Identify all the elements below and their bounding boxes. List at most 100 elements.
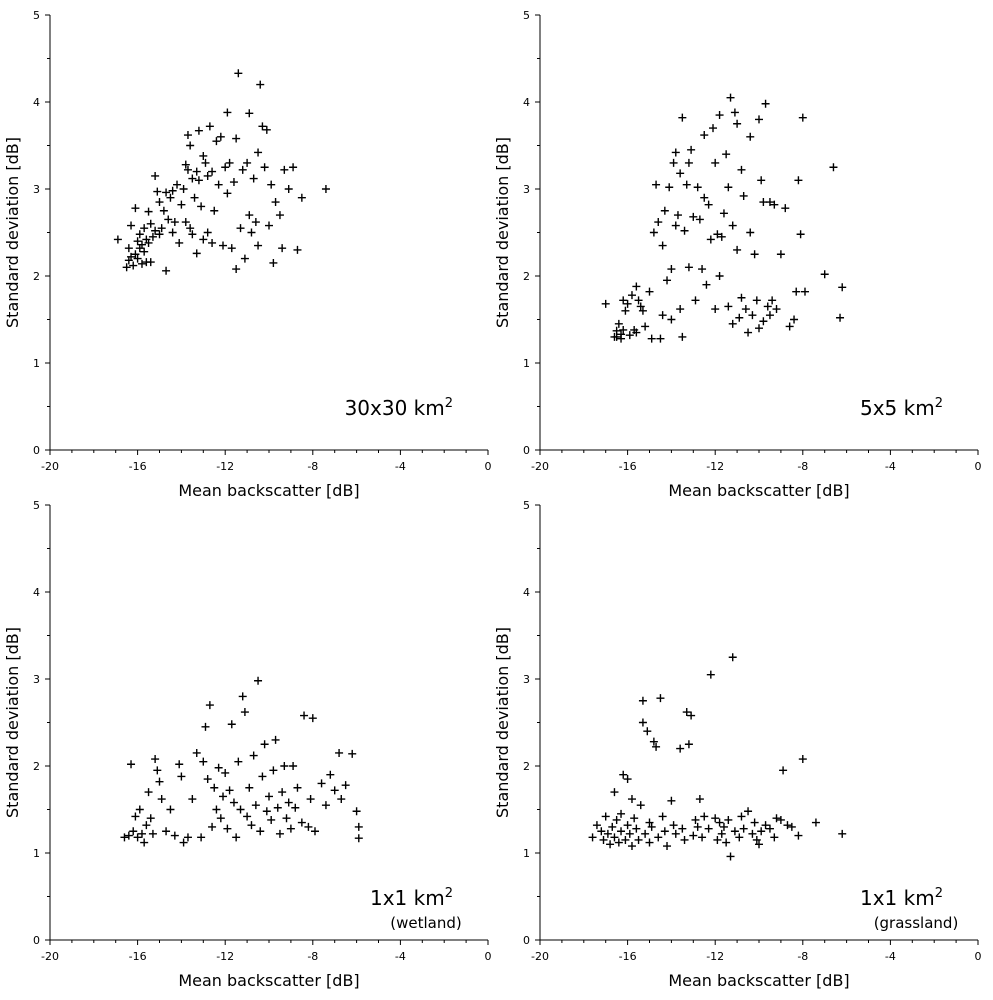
panel-label: 1x1 km2 [860, 886, 943, 910]
scatter-point [247, 821, 256, 830]
scatter-point [765, 311, 774, 320]
scatter-point [667, 796, 676, 805]
scatter-point [597, 827, 606, 836]
scatter-point [625, 829, 634, 838]
scatter-point [304, 822, 313, 831]
scatter-point [706, 235, 715, 244]
scatter-point [724, 183, 733, 192]
scatter-point [214, 763, 223, 772]
scatter-point [724, 815, 733, 824]
scatter-point [183, 131, 192, 140]
scatter-point [785, 322, 794, 331]
scatter-point [262, 807, 271, 816]
scatter-point [783, 821, 792, 830]
y-tick-label: 2 [33, 760, 40, 773]
panel-label-text: 5x5 km [860, 396, 935, 420]
scatter-point [682, 180, 691, 189]
scatter-point [759, 317, 768, 326]
scatter-point [649, 737, 658, 746]
x-tick-label: -20 [531, 950, 549, 963]
scatter-point [271, 735, 280, 744]
scatter-point [245, 783, 254, 792]
scatter-point [354, 834, 363, 843]
y-axis-label: Standard deviation [dB] [3, 627, 22, 818]
scatter-point [258, 772, 267, 781]
y-axis-label: Standard deviation [dB] [493, 137, 512, 328]
scatter-point [293, 245, 302, 254]
scatter-point [719, 209, 728, 218]
scatter-point [695, 215, 704, 224]
scatter-point [698, 833, 707, 842]
x-axis-label: Mean backscatter [dB] [668, 481, 849, 500]
scatter-point [131, 204, 140, 213]
scatter-point [693, 822, 702, 831]
scatter-point [623, 299, 632, 308]
y-tick-label: 5 [523, 499, 530, 512]
scatter-point [619, 770, 628, 779]
scatter-points [601, 93, 847, 343]
scatter-point [687, 145, 696, 154]
scatter-point [630, 814, 639, 823]
x-tick-label: -8 [307, 460, 318, 473]
scatter-panel-2: 0 1 2 3 4 5 -20 -16 -12 -8 -4 0 Mean backscatter [dB… [493, 9, 982, 500]
scatter-point [676, 744, 685, 753]
scatter-point [836, 313, 845, 322]
scatter-point [210, 206, 219, 215]
scatter-point [838, 829, 847, 838]
y-tick-label: 5 [523, 9, 530, 22]
scatter-point [684, 263, 693, 272]
scatter-point [728, 221, 737, 230]
scatter-point [221, 768, 230, 777]
scatter-point [735, 833, 744, 842]
scatter-point [162, 827, 171, 836]
x-tick-label: -4 [395, 950, 406, 963]
scatter-point [702, 280, 711, 289]
x-tick-label: 0 [485, 950, 492, 963]
scatter-point [280, 762, 289, 770]
scatter-point [297, 193, 306, 202]
scatter-point [645, 287, 654, 296]
scatter-point [348, 749, 357, 758]
scatter-point [798, 113, 807, 122]
scatter-point [623, 775, 632, 784]
scatter-point [755, 115, 763, 124]
y-tick-label: 0 [523, 934, 530, 947]
scatter-point [660, 827, 669, 836]
scatter-point [225, 786, 234, 795]
scatter-point [203, 228, 212, 237]
x-tick-label: -8 [307, 950, 318, 963]
scatter-point [190, 193, 199, 202]
y-tick-label: 1 [33, 357, 40, 370]
scatter-point [768, 296, 777, 305]
scatter-point [706, 670, 715, 679]
scatter-points [588, 653, 847, 861]
scatter-point [652, 742, 661, 751]
scatter-point [232, 134, 241, 143]
scatter-point [649, 228, 658, 237]
scatter-point [750, 818, 759, 827]
scatter-point [337, 795, 346, 804]
x-tick-label: 0 [975, 460, 982, 473]
scatter-point [251, 801, 260, 810]
scatter-point [776, 250, 785, 259]
x-tick-label: -8 [797, 460, 808, 473]
x-tick-label: -12 [216, 950, 234, 963]
scatter-point [137, 259, 146, 268]
scatter-point [166, 805, 175, 814]
scatter-point [680, 226, 689, 235]
scatter-point [634, 296, 643, 305]
scatter-point [737, 165, 746, 174]
scatter-point [238, 692, 247, 701]
scatter-point [632, 824, 641, 833]
scatter-point [632, 328, 641, 337]
scatter-point [162, 188, 171, 197]
scatter-point [282, 814, 291, 823]
y-tick-label: 3 [33, 673, 40, 686]
scatter-point [168, 186, 177, 195]
x-tick-label: -12 [706, 460, 724, 473]
scatter-point [779, 766, 788, 775]
scatter-point [155, 777, 164, 786]
scatter-point [724, 302, 733, 311]
scatter-point [260, 740, 269, 749]
scatter-point [144, 788, 153, 797]
